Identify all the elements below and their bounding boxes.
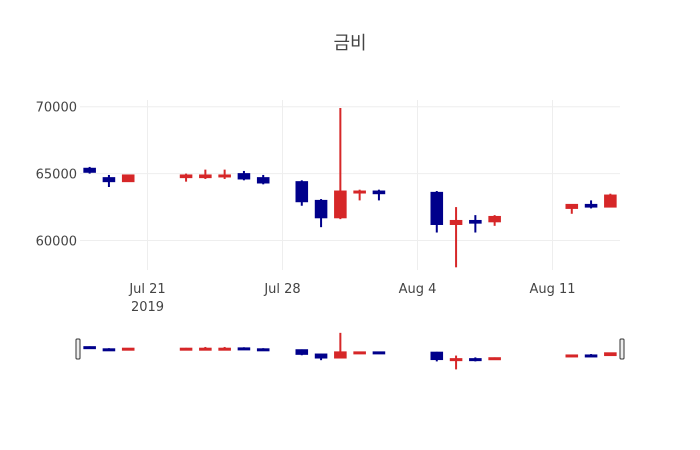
mini-candle-body (353, 351, 366, 355)
mini-candle-body (604, 352, 617, 357)
mini-candle-decreasing (102, 348, 116, 352)
mini-candle-body (488, 357, 501, 361)
candle-body (604, 194, 617, 208)
mini-candle-body (102, 348, 116, 352)
y-tick-label: 70000 (36, 101, 77, 116)
mini-candle-increasing (449, 355, 463, 370)
mini-candle-decreasing (295, 349, 309, 356)
candle-layer (83, 108, 617, 268)
candle-body (83, 167, 96, 173)
candle-decreasing (584, 200, 598, 209)
mini-candle-body (121, 347, 135, 351)
mini-candle-increasing (121, 347, 135, 351)
x-tick-label: Jul 28 (263, 282, 300, 297)
candle-decreasing (372, 189, 386, 201)
candle-decreasing (102, 174, 116, 188)
candle-body (199, 174, 212, 179)
mini-candle-body (430, 351, 444, 361)
y-tick-label: 65000 (36, 168, 77, 183)
candle-body (334, 190, 347, 219)
candle-increasing (218, 169, 231, 179)
candle-body (179, 174, 193, 179)
mini-candle-body (179, 347, 193, 351)
candle-body (102, 177, 116, 183)
mini-candle-increasing (179, 347, 193, 351)
mini-candle-increasing (604, 352, 617, 357)
mini-candle-increasing (565, 354, 579, 358)
candle-body (218, 174, 231, 178)
x-tick-label: Aug 4 (399, 282, 437, 297)
x-tick-label: Aug 11 (529, 282, 575, 297)
mini-candle-body (584, 354, 598, 358)
mini-candle-body (199, 347, 212, 351)
candle-body (237, 173, 251, 180)
candle-body (295, 181, 309, 203)
candle-increasing (121, 174, 135, 183)
candle-body (121, 174, 135, 183)
mini-candle-body (256, 348, 270, 352)
y-tick-label: 60000 (36, 235, 77, 250)
candle-body (256, 177, 270, 184)
chart-title: 금비 (333, 33, 366, 54)
range-slider[interactable] (75, 331, 625, 370)
mini-candle-increasing (334, 332, 347, 359)
mini-candle-body (237, 347, 251, 351)
mini-candle-increasing (218, 346, 231, 351)
candle-body (449, 219, 463, 225)
candle-decreasing (83, 166, 96, 174)
grid-layer (80, 100, 620, 270)
candle-increasing (565, 203, 579, 214)
mini-candle-increasing (353, 351, 366, 355)
mini-candle-decreasing (83, 346, 96, 350)
candle-decreasing (256, 174, 270, 185)
mini-candle-decreasing (314, 353, 328, 361)
candle-body (584, 203, 598, 208)
candle-body (372, 190, 386, 195)
mini-candle-decreasing (237, 347, 251, 351)
mini-candle-decreasing (430, 351, 444, 362)
candle-increasing (199, 169, 212, 179)
mini-candle-body (449, 358, 463, 362)
candle-decreasing (469, 215, 482, 233)
range-slider-background (80, 331, 620, 370)
mini-candle-body (469, 358, 482, 362)
range-slider-right-handle[interactable] (619, 338, 625, 360)
x-tick-label: Jul 21 (128, 282, 165, 297)
candle-increasing (334, 108, 347, 220)
mini-candle-decreasing (372, 351, 386, 355)
mini-candle-increasing (488, 357, 501, 361)
candle-body (469, 219, 482, 224)
candle-increasing (604, 193, 617, 208)
candle-decreasing (295, 180, 309, 206)
mini-candle-body (314, 353, 328, 359)
x-tick-year-label: 2019 (131, 300, 164, 315)
range-slider-left-handle[interactable] (75, 338, 81, 360)
mini-candle-body (83, 346, 96, 350)
mini-candle-decreasing (256, 348, 270, 352)
candle-increasing (449, 207, 463, 268)
mini-candle-increasing (199, 346, 212, 351)
candle-body (488, 215, 501, 223)
candle-body (565, 203, 579, 209)
mini-candle-decreasing (469, 357, 482, 362)
candle-decreasing (314, 199, 328, 228)
candle-increasing (179, 173, 193, 182)
candle-body (430, 191, 444, 225)
candle-decreasing (237, 170, 251, 181)
mini-candle-decreasing (584, 354, 598, 358)
mini-candle-body (334, 351, 347, 359)
mini-candle-body (372, 351, 386, 355)
mini-candle-body (218, 347, 231, 351)
mini-candle-body (565, 354, 579, 358)
candle-decreasing (430, 191, 444, 233)
candle-increasing (488, 215, 501, 226)
axis-layer: 60000 65000 70000 Jul 21 2019 Jul 28 Aug 4 Aug … (36, 101, 576, 315)
candle-body (353, 190, 366, 194)
mini-candle-body (295, 349, 309, 355)
candle-body (314, 199, 328, 219)
candle-increasing (353, 189, 366, 201)
